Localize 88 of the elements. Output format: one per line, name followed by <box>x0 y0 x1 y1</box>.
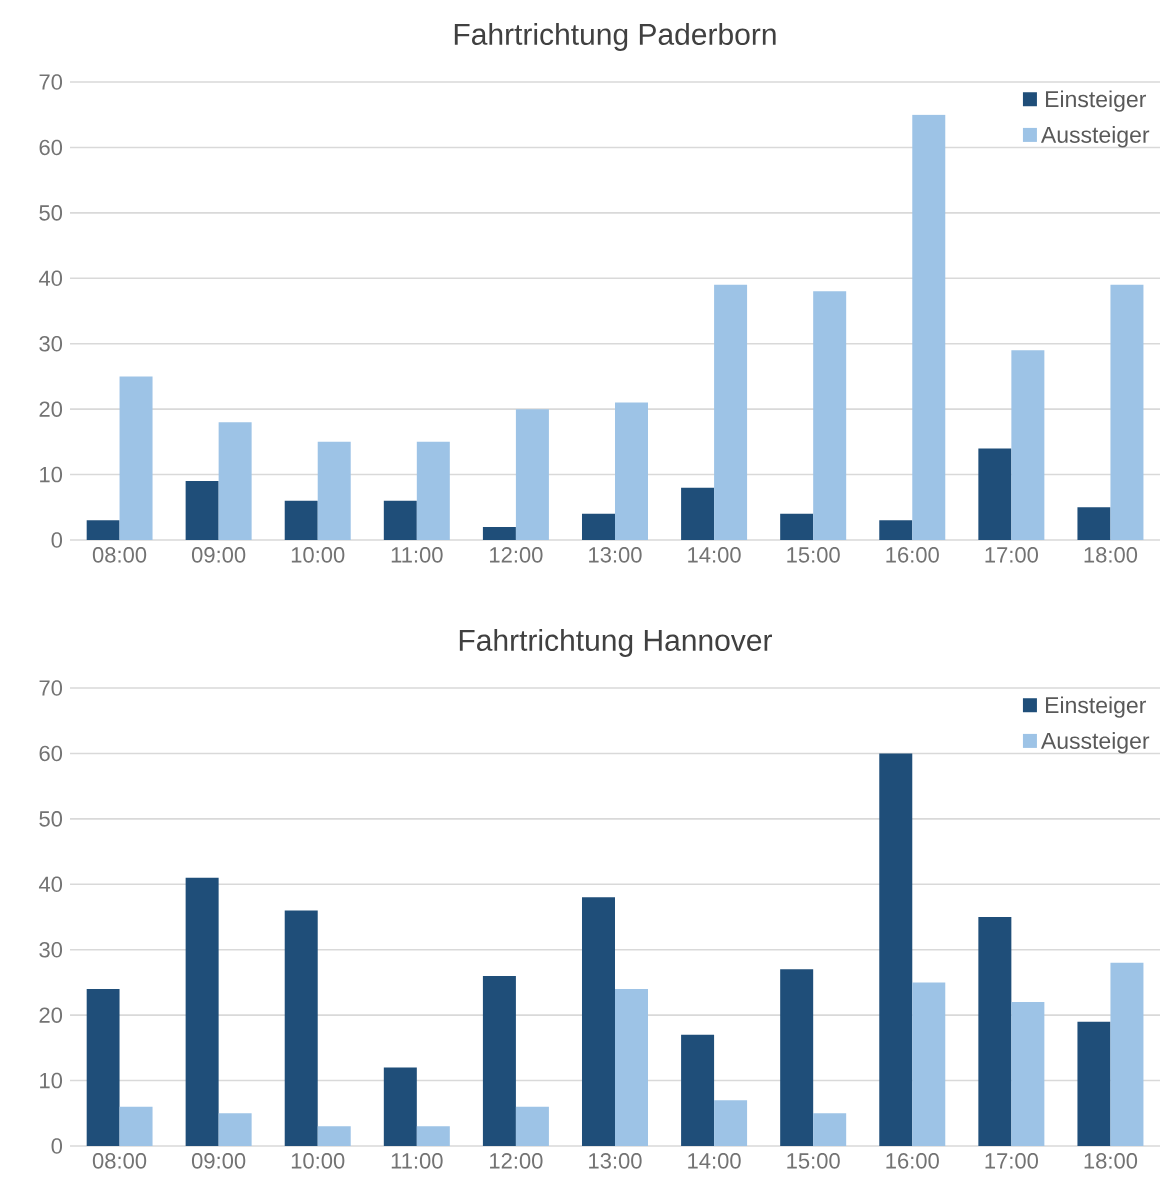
y-tick-label: 10 <box>40 1072 63 1089</box>
bar <box>284 500 318 540</box>
bar <box>615 988 648 1146</box>
bar <box>515 1106 549 1146</box>
bar <box>581 897 615 1146</box>
y-tick-label: 20 <box>39 1007 63 1023</box>
y-tick-label: 70 <box>39 680 63 696</box>
y-tick-label: 60 <box>39 745 63 762</box>
y-tick-label: 20 <box>39 401 63 417</box>
x-tick-label: 18:00 <box>1084 1153 1138 1169</box>
bar <box>978 917 1012 1146</box>
chart-title: Fahrtrichtung Hannover <box>459 628 772 657</box>
x-tick-label: 12:00 <box>490 1153 543 1169</box>
x-tick-label: 14:00 <box>688 1153 741 1169</box>
bar <box>912 114 946 540</box>
x-tick-label: 10:00 <box>291 547 345 563</box>
bar <box>119 1106 153 1146</box>
bar <box>317 1126 351 1146</box>
bar <box>714 1100 748 1146</box>
bar <box>681 487 715 540</box>
y-tick-label: 60 <box>39 139 63 156</box>
bar <box>1110 962 1144 1146</box>
x-tick-label: 13:00 <box>589 547 642 563</box>
chart-title: Fahrtrichtung Paderborn <box>454 22 776 51</box>
bar <box>879 753 913 1146</box>
bar <box>416 1126 450 1146</box>
bar <box>119 376 153 540</box>
x-tick-label: 12:00 <box>490 547 543 563</box>
bar <box>218 422 252 540</box>
y-tick-label: 50 <box>39 205 63 221</box>
bar <box>879 520 913 540</box>
bar <box>383 1067 417 1146</box>
bar <box>383 500 417 540</box>
legend-label: Aussteiger <box>1040 732 1150 754</box>
y-tick-label: 30 <box>39 335 63 352</box>
bar <box>780 513 814 540</box>
x-tick-label: 08:00 <box>92 547 147 563</box>
bar <box>86 988 120 1146</box>
y-tick-label: 50 <box>39 811 63 827</box>
y-tick-label: 10 <box>40 466 63 483</box>
legend-label: Einsteiger <box>1046 90 1146 112</box>
y-tick-label: 40 <box>38 270 63 287</box>
x-tick-label: 09:00 <box>191 547 246 563</box>
bar <box>978 448 1012 540</box>
bar <box>317 441 351 540</box>
x-tick-label: 09:00 <box>191 1153 246 1169</box>
bar <box>1077 1021 1111 1146</box>
y-tick-label: 0 <box>51 532 63 548</box>
y-tick-label: 40 <box>38 876 63 893</box>
bar <box>1110 284 1144 540</box>
x-tick-label: 18:00 <box>1084 547 1138 563</box>
x-tick-label: 16:00 <box>886 1153 939 1169</box>
bar <box>218 1113 252 1146</box>
bar <box>284 910 318 1146</box>
bar <box>912 982 946 1146</box>
x-tick-label: 11:00 <box>391 1153 443 1169</box>
bar <box>86 520 120 540</box>
x-tick-label: 17:00 <box>985 547 1038 563</box>
bar <box>581 513 615 540</box>
bar <box>714 284 748 540</box>
bar <box>185 877 219 1146</box>
bar <box>780 969 814 1146</box>
x-tick-label: 10:00 <box>291 1153 345 1169</box>
bar <box>482 975 516 1146</box>
x-tick-label: 16:00 <box>886 547 939 563</box>
legend-label: Einsteiger <box>1046 696 1146 718</box>
x-tick-label: 17:00 <box>985 1153 1038 1169</box>
x-tick-label: 08:00 <box>92 1153 147 1169</box>
y-tick-label: 30 <box>39 941 63 958</box>
bar <box>615 402 648 540</box>
bar <box>813 291 847 540</box>
bar <box>1077 507 1111 540</box>
x-tick-label: 15:00 <box>787 547 840 563</box>
bar <box>813 1113 847 1146</box>
y-tick-label: 70 <box>39 74 63 90</box>
y-tick-label: 0 <box>51 1138 63 1154</box>
x-tick-label: 15:00 <box>787 1153 840 1169</box>
x-tick-label: 13:00 <box>589 1153 642 1169</box>
legend-label: Aussteiger <box>1040 126 1150 148</box>
bar <box>515 409 549 540</box>
bar <box>185 481 219 540</box>
bar <box>1011 350 1045 540</box>
bar <box>482 526 516 540</box>
x-tick-label: 11:00 <box>391 547 443 563</box>
bar <box>416 441 450 540</box>
x-tick-label: 14:00 <box>688 547 741 563</box>
bar <box>681 1034 715 1146</box>
bar <box>1011 1002 1045 1146</box>
